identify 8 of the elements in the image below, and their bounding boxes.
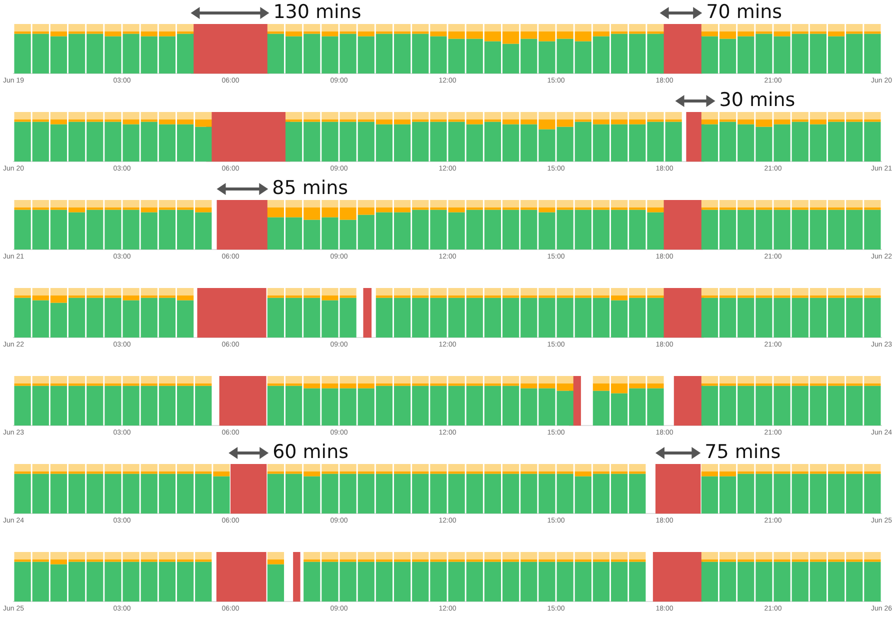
band-label: 75 mins <box>704 440 781 463</box>
band-label: 85 mins <box>272 176 348 199</box>
band-label: 70 mins <box>706 0 782 23</box>
bar <box>267 559 284 564</box>
band-label: 130 mins <box>273 0 362 23</box>
band-label: 30 mins <box>719 88 796 111</box>
bar <box>267 552 284 560</box>
band-label: 60 mins <box>272 440 349 463</box>
